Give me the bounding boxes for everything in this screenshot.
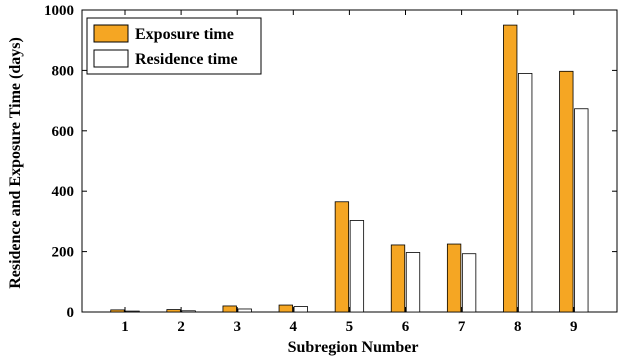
x-axis-label: Subregion Number bbox=[288, 339, 419, 356]
y-tick-label-1000: 1000 bbox=[44, 3, 74, 19]
bar-exposure-1 bbox=[110, 309, 125, 313]
bar-residence-9 bbox=[574, 108, 589, 313]
x-tick-label-8: 8 bbox=[514, 319, 522, 335]
x-tick-label-4: 4 bbox=[290, 319, 298, 335]
x-tick-label-6: 6 bbox=[402, 319, 410, 335]
bar-residence-6 bbox=[405, 252, 421, 313]
bar-exposure-5 bbox=[334, 201, 350, 313]
y-tick-label-800: 800 bbox=[52, 63, 75, 79]
legend-label-residence: Residence time bbox=[135, 51, 238, 68]
bar-exposure-9 bbox=[559, 70, 574, 313]
x-tick-label-7: 7 bbox=[458, 319, 466, 335]
bar-residence-4 bbox=[293, 306, 308, 313]
y-axis-label: Residence and Exposure Time (days) bbox=[7, 37, 24, 289]
bar-exposure-3 bbox=[222, 305, 237, 313]
bar-residence-3 bbox=[237, 308, 252, 313]
y-tick-label-200: 200 bbox=[52, 245, 75, 261]
bars bbox=[110, 24, 589, 313]
bar-exposure-2 bbox=[166, 309, 181, 313]
y-tick-label-600: 600 bbox=[52, 124, 75, 140]
x-tick-label-5: 5 bbox=[346, 319, 354, 335]
x-tick-label-1: 1 bbox=[121, 319, 129, 335]
y-tick-label-400: 400 bbox=[52, 184, 75, 200]
bar-residence-7 bbox=[461, 253, 477, 313]
legend-label-exposure: Exposure time bbox=[135, 26, 234, 43]
x-tick-label-9: 9 bbox=[570, 319, 578, 335]
legend-swatch-exposure bbox=[93, 24, 129, 43]
bar-residence-2 bbox=[181, 310, 196, 313]
bar-exposure-7 bbox=[446, 243, 462, 313]
legend-swatch-residence bbox=[93, 49, 129, 68]
bar-exposure-4 bbox=[278, 304, 293, 313]
bar-residence-5 bbox=[349, 220, 365, 313]
x-tick-label-2: 2 bbox=[177, 319, 185, 335]
legend: Exposure time Residence time bbox=[86, 17, 262, 75]
x-tick-label-3: 3 bbox=[233, 319, 241, 335]
axes: 0 200 400 600 800 1000 1 2 3 4 5 6 7 8 9 bbox=[44, 3, 617, 335]
bar-exposure-6 bbox=[390, 244, 406, 313]
bar-residence-1 bbox=[125, 310, 140, 313]
bar-residence-8 bbox=[518, 73, 533, 313]
y-tick-label-0: 0 bbox=[67, 305, 75, 321]
bar-exposure-8 bbox=[503, 24, 518, 313]
